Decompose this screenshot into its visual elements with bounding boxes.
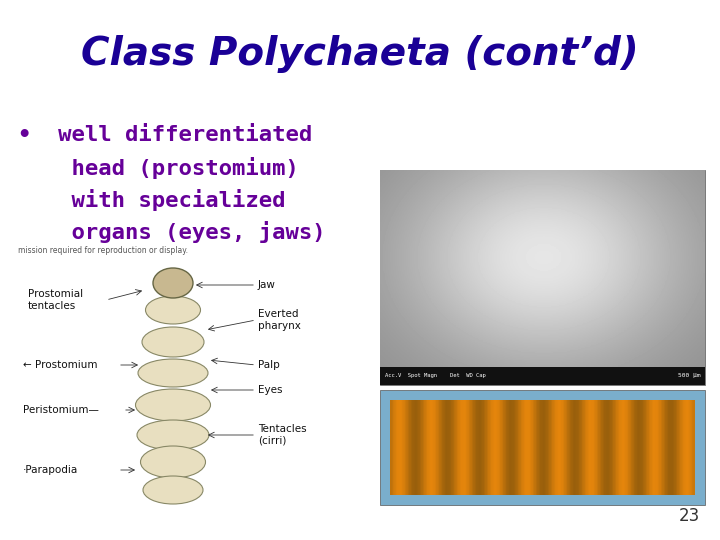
Text: Jaw: Jaw xyxy=(258,280,276,290)
Text: Peristomium—: Peristomium— xyxy=(23,405,99,415)
Text: ← Prostomium: ← Prostomium xyxy=(23,360,97,370)
Text: Prostomial
tentacles: Prostomial tentacles xyxy=(28,289,83,311)
Text: ·Parapodia: ·Parapodia xyxy=(23,465,78,475)
Ellipse shape xyxy=(137,420,209,450)
Text: •  well differentiated: • well differentiated xyxy=(18,125,312,145)
FancyBboxPatch shape xyxy=(380,367,705,385)
Text: organs (eyes, jaws): organs (eyes, jaws) xyxy=(18,221,325,243)
Ellipse shape xyxy=(140,446,205,478)
Ellipse shape xyxy=(143,476,203,504)
Text: 23: 23 xyxy=(679,507,700,525)
Text: head (prostomium): head (prostomium) xyxy=(18,157,299,179)
Ellipse shape xyxy=(135,389,210,421)
Ellipse shape xyxy=(153,268,193,298)
Text: Eyes: Eyes xyxy=(258,385,282,395)
Ellipse shape xyxy=(145,296,200,324)
Text: Palp: Palp xyxy=(258,360,280,370)
FancyBboxPatch shape xyxy=(380,170,705,385)
Text: Everted
pharynx: Everted pharynx xyxy=(258,309,301,331)
Ellipse shape xyxy=(142,327,204,357)
Text: Tentacles
(cirri): Tentacles (cirri) xyxy=(258,424,307,446)
Text: 500 μm: 500 μm xyxy=(678,374,700,379)
Text: mission required for reproduction or display.: mission required for reproduction or dis… xyxy=(18,246,188,255)
FancyBboxPatch shape xyxy=(380,390,705,505)
Text: Class Polychaeta (cont’d): Class Polychaeta (cont’d) xyxy=(81,35,639,73)
Ellipse shape xyxy=(138,359,208,387)
Text: with specialized: with specialized xyxy=(18,189,286,211)
Text: Acc.V  Spot Magn    Det  WD Cap: Acc.V Spot Magn Det WD Cap xyxy=(385,374,486,379)
